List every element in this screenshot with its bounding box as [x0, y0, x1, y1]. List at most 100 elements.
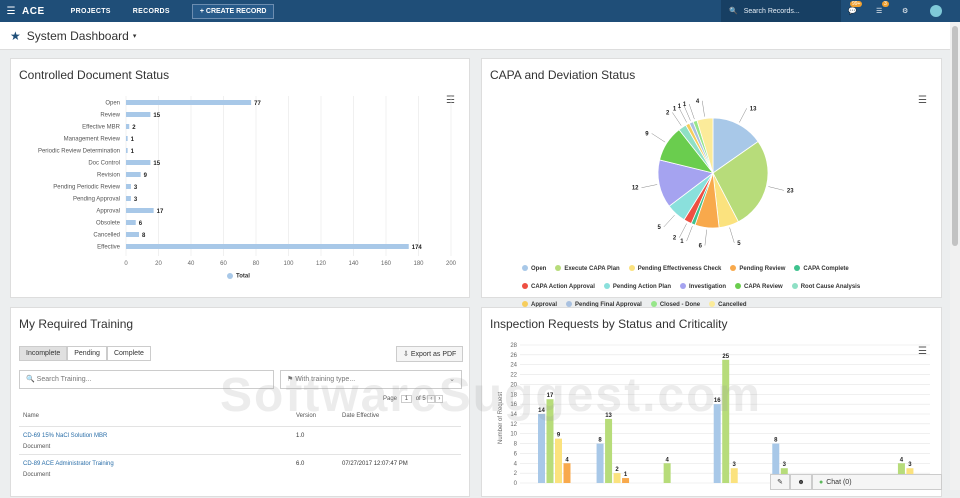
bar[interactable]: [126, 100, 252, 105]
chart-menu-icon[interactable]: ☰: [918, 346, 927, 357]
bar-value-label: 17: [547, 393, 554, 399]
legend-label: Execute CAPA Plan: [564, 266, 620, 272]
training-name-link[interactable]: CD-69 15% NaCl Solution MBR: [23, 433, 108, 439]
bar[interactable]: [538, 414, 545, 483]
chevron-down-icon[interactable]: ▾: [132, 32, 137, 40]
bar[interactable]: [126, 112, 151, 117]
search-records-input[interactable]: 🔍 Search Records...: [721, 0, 841, 22]
tab-incomplete[interactable]: Incomplete: [19, 346, 68, 361]
bar[interactable]: [126, 196, 131, 201]
legend-item[interactable]: Cancelled: [709, 301, 747, 309]
legend-item[interactable]: CAPA Complete: [794, 265, 849, 273]
legend-item[interactable]: Closed - Done: [650, 301, 700, 309]
bar[interactable]: [563, 463, 571, 483]
users-icon[interactable]: ☻: [790, 474, 812, 490]
document-status-chart: 0 20 40 60 80 100 120 140 160 180 200 Open 77 Review 1…: [38, 96, 457, 267]
bar[interactable]: [730, 468, 738, 483]
bar[interactable]: [126, 208, 154, 213]
legend-item[interactable]: Approval: [522, 301, 557, 309]
search-training-input[interactable]: 🔍 Search Training...: [19, 370, 274, 389]
chat-button[interactable]: ● Chat (0): [812, 474, 942, 490]
pie-slice[interactable]: [712, 140, 769, 223]
slice-value-label: 13: [750, 106, 757, 112]
category-label: Effective: [97, 245, 121, 251]
legend-swatch: [555, 265, 562, 272]
training-name-link[interactable]: CD-89 ACE Administrator Training: [23, 461, 114, 467]
pie-slice[interactable]: [696, 117, 714, 174]
capa-status-panel: CAPA and Deviation Status ☰ 13 23 5 6 1 2 5 12 9…: [481, 58, 942, 308]
page-input[interactable]: 1: [400, 395, 413, 403]
bar[interactable]: [596, 443, 604, 483]
category-label: Cancelled: [93, 233, 120, 239]
scrollbar[interactable]: [950, 22, 960, 490]
bar[interactable]: [126, 148, 128, 153]
bar[interactable]: [555, 438, 562, 483]
legend-item[interactable]: Pending Effectiveness Check: [628, 265, 721, 273]
bar[interactable]: [772, 443, 780, 483]
legend-item[interactable]: CAPA Review: [735, 283, 783, 291]
bar[interactable]: [126, 244, 409, 249]
legend-item[interactable]: Pending Review: [730, 265, 785, 273]
next-page-button[interactable]: ›: [435, 395, 444, 403]
pencil-icon[interactable]: ✎: [770, 474, 790, 490]
bar[interactable]: [663, 463, 671, 483]
bar[interactable]: [713, 404, 721, 483]
notifications-icon[interactable]: 💬 99+: [848, 1, 863, 15]
prev-page-button[interactable]: ‹: [427, 395, 436, 403]
category-label: Management Review: [64, 137, 121, 143]
training-type-select[interactable]: ⚑ With training type... ⌄: [280, 370, 462, 389]
legend-item[interactable]: CAPA Action Approval: [522, 283, 595, 291]
x-tick-label: 160: [381, 261, 392, 267]
legend-item[interactable]: Execute CAPA Plan: [555, 265, 620, 273]
x-tick-label: 100: [283, 261, 294, 267]
brand-logo[interactable]: ACE: [22, 5, 45, 17]
bar[interactable]: [126, 220, 136, 225]
page-title[interactable]: System Dashboard: [26, 28, 129, 43]
bar[interactable]: [605, 418, 613, 483]
tab-pending[interactable]: Pending: [67, 346, 107, 361]
scrollbar-thumb[interactable]: [952, 26, 958, 246]
column-header-version[interactable]: Version: [296, 413, 317, 419]
legend-swatch: [730, 265, 737, 272]
create-record-button[interactable]: + CREATE RECORD: [191, 3, 275, 19]
column-header-name[interactable]: Name: [23, 413, 40, 419]
table-row: CD-89 ACE Administrator Training Documen…: [19, 454, 461, 484]
bar[interactable]: [722, 359, 730, 483]
y-tick-label: 22: [510, 373, 517, 379]
star-icon[interactable]: ★: [10, 28, 21, 43]
bar-value-label: 3: [134, 197, 138, 203]
slice-value-label: 2: [666, 110, 670, 116]
tab-complete[interactable]: Complete: [106, 346, 151, 361]
tasks-icon[interactable]: ☰ 3: [876, 1, 889, 15]
legend-swatch: [522, 301, 528, 308]
bar[interactable]: [126, 184, 131, 189]
legend-item[interactable]: Root Cause Analysis: [791, 283, 860, 291]
gear-icon[interactable]: ⚙: [902, 8, 909, 15]
nav-projects[interactable]: PROJECTS: [70, 7, 111, 15]
legend-label: Investigation: [689, 284, 727, 290]
bar[interactable]: [126, 172, 141, 177]
bar[interactable]: [546, 399, 554, 483]
legend-item[interactable]: Pending Final Approval: [566, 301, 642, 309]
legend-item[interactable]: Investigation: [680, 283, 726, 291]
column-header-date[interactable]: Date Effective: [342, 413, 380, 419]
export-pdf-button[interactable]: ⇩ Export as PDF: [396, 346, 464, 362]
bar[interactable]: [126, 160, 151, 165]
bar[interactable]: [126, 232, 139, 237]
menu-icon[interactable]: ☰: [6, 5, 16, 17]
avatar[interactable]: [930, 5, 942, 17]
legend-label: CAPA Action Approval: [531, 284, 595, 290]
chart-menu-icon[interactable]: ☰: [446, 95, 455, 106]
bar[interactable]: [126, 136, 128, 141]
bar[interactable]: [622, 478, 630, 483]
bar[interactable]: [613, 473, 621, 483]
bar[interactable]: [897, 463, 905, 483]
y-tick-label: 8: [514, 442, 518, 448]
legend-swatch: [603, 283, 610, 290]
legend-item[interactable]: Pending Action Plan: [603, 283, 671, 291]
bar[interactable]: [126, 124, 130, 129]
pie-slice[interactable]: [712, 117, 759, 174]
nav-records[interactable]: RECORDS: [132, 7, 170, 15]
legend-item[interactable]: Open: [522, 265, 546, 273]
chart-menu-icon[interactable]: ☰: [918, 95, 927, 106]
